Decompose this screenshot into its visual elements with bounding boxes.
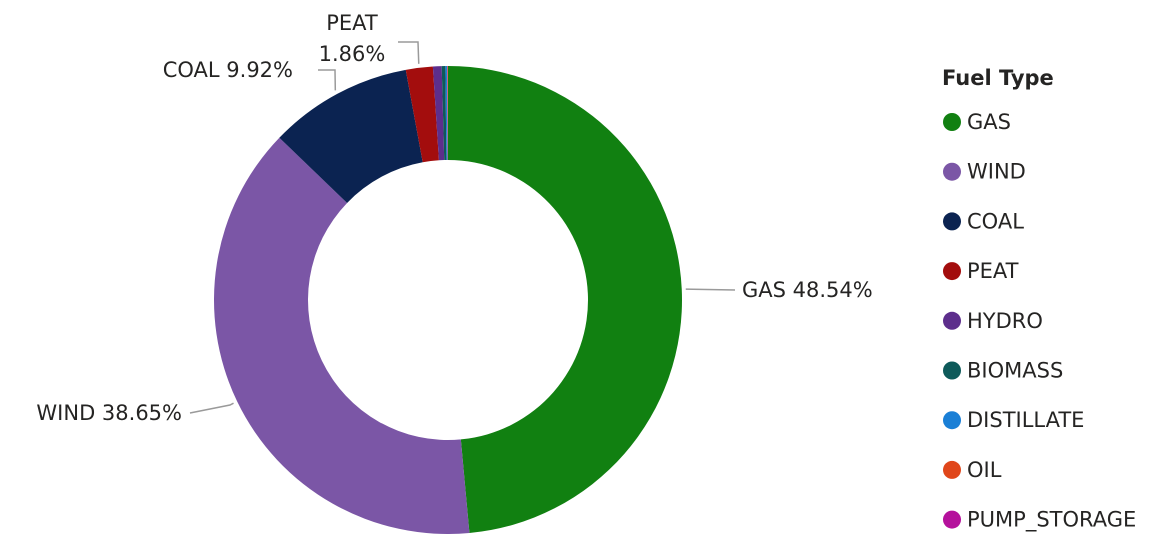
legend-marker [943, 262, 961, 281]
legend-marker [943, 162, 961, 181]
legend-label: GAS [967, 110, 1011, 134]
legend-marker [943, 361, 961, 380]
legend-marker [943, 311, 961, 330]
legend-label: PEAT [967, 259, 1019, 283]
leader-line [685, 288, 736, 291]
leader-line [398, 41, 420, 64]
legend-label: OIL [967, 458, 1002, 482]
data-label: GAS 48.54% [742, 278, 873, 302]
donut-slice [445, 66, 448, 161]
data-label: WIND 38.65% [36, 401, 182, 425]
donut-slice [405, 66, 439, 163]
donut-slice [432, 66, 445, 161]
legend-label: PUMP_STORAGE [967, 508, 1136, 533]
donut-slice [213, 137, 470, 534]
leader-line [318, 69, 337, 91]
legend-label: COAL [967, 209, 1024, 233]
legend-marker [943, 113, 961, 131]
legend-title: Fuel Type [942, 66, 1054, 90]
legend-label: DISTILLATE [967, 408, 1084, 432]
donut-slice [448, 66, 683, 534]
donut-slice [441, 66, 447, 161]
data-label: PEAT 1.86% [318, 11, 386, 66]
leader-line [189, 402, 234, 414]
legend-label: BIOMASS [967, 359, 1063, 383]
legend-marker [943, 460, 961, 479]
data-label: COAL 9.92% [162, 58, 293, 82]
donut-slice [447, 66, 448, 161]
legend-marker [943, 212, 961, 231]
legend-marker [943, 510, 961, 529]
legend-label: HYDRO [967, 309, 1043, 333]
legend-marker [943, 411, 961, 430]
donut-slice [279, 69, 423, 203]
legend-label: WIND [967, 160, 1026, 184]
